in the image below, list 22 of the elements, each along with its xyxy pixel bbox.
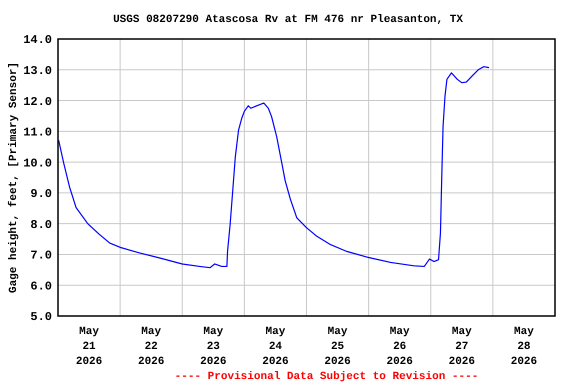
y-tick-label: 12.0 <box>23 94 52 109</box>
y-axis-title: Gage height, feet, [Primary Sensor] <box>7 62 20 294</box>
y-tick-label: 9.0 <box>30 187 52 202</box>
text: ---- Provisional Data Subject to Revision ---- <box>174 371 478 383</box>
y-tick-label: 6.0 <box>30 279 52 294</box>
x-tick-label: May 23 2026 <box>200 326 227 368</box>
chart-title: USGS 08207290 Atascosa Rv at FM 476 nr Pleasanton, TX <box>113 14 464 26</box>
x-tick-label: May 26 2026 <box>386 326 413 368</box>
x-tick-label: May 28 2026 <box>510 326 538 368</box>
y-tick-label: 13.0 <box>23 64 52 78</box>
y-tick-label: 11.0 <box>23 126 52 140</box>
y-tick-label: 14.0 <box>23 33 52 48</box>
x-tick-label: May 24 2026 <box>262 326 289 368</box>
x-tick-label: May 25 2026 <box>324 326 351 368</box>
y-tick-label: 7.0 <box>30 248 52 263</box>
x-tick-label: May 27 2026 <box>448 326 476 368</box>
line-series <box>58 66 490 268</box>
x-tick-label: May 21 2026 <box>76 326 102 368</box>
y-tick-label: 10.0 <box>23 156 52 170</box>
y-tick-label: 5.0 <box>30 310 52 324</box>
y-tick-label: 8.0 <box>30 218 52 232</box>
x-tick-label: May 22 2026 <box>138 326 164 368</box>
